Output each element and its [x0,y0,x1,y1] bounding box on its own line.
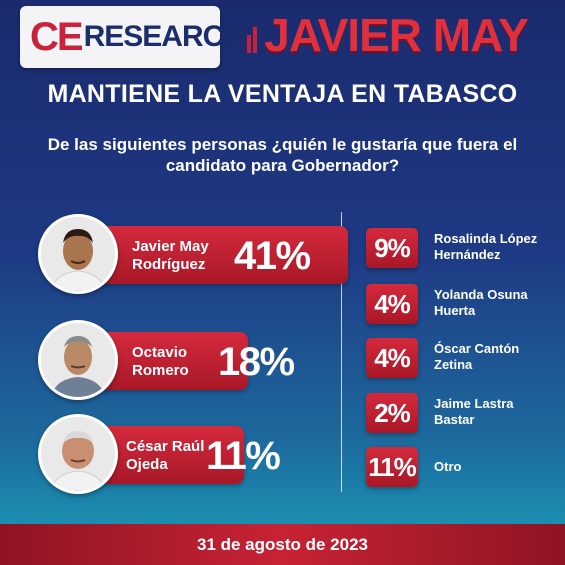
date-footer: 31 de agosto de 2023 [0,524,565,565]
survey-question: De las siguientes personas ¿quién le gus… [47,135,518,175]
person-name: Óscar Cantón Zetina [434,341,520,372]
percent-box: 4% [366,284,418,324]
person-name: Yolanda Osuna Huerta [434,287,528,318]
logo-research-text: RESEARCH [83,20,245,53]
candidate-pill [94,426,244,484]
candidate-card: César Raúl Ojeda 11% [38,414,298,494]
candidate-percent: 18% [218,340,295,384]
person-name: Rosalinda López Hernández [434,231,538,262]
candidate-name: Javier May Rodríguez [132,238,209,273]
candidate-name: Octavio Romero [132,344,189,379]
main-title: JAVIER MAY [264,9,529,61]
column-divider [341,212,342,492]
candidate-pill [94,226,348,284]
person-name: Otro [434,459,462,474]
subtitle: MANTIENE LA VENTAJA EN TABASCO [47,80,518,108]
candidate-pill [94,332,248,390]
bar-chart-icon [246,21,265,53]
logo-ce-text: CE [30,15,84,59]
candidate-card: Octavio Romero 18% [38,320,298,400]
person-photo-icon [38,320,118,400]
ce-research-logo: CE RESEARCH [20,6,263,68]
candidate-percent: 11% [206,434,281,478]
percent-box: 9% [366,228,418,268]
percent-box: 4% [366,338,418,378]
candidate-percent: 41% [234,234,311,278]
person-name: Jaime Lastra Bastar [434,396,514,427]
candidate-name: César Raúl Ojeda [126,438,205,473]
person-photo-icon [38,414,118,494]
percent-box: 2% [366,393,418,433]
person-photo-icon [38,214,118,294]
candidate-card: Javier May Rodríguez 41% [38,214,348,294]
percent-box: 11% [366,447,418,487]
